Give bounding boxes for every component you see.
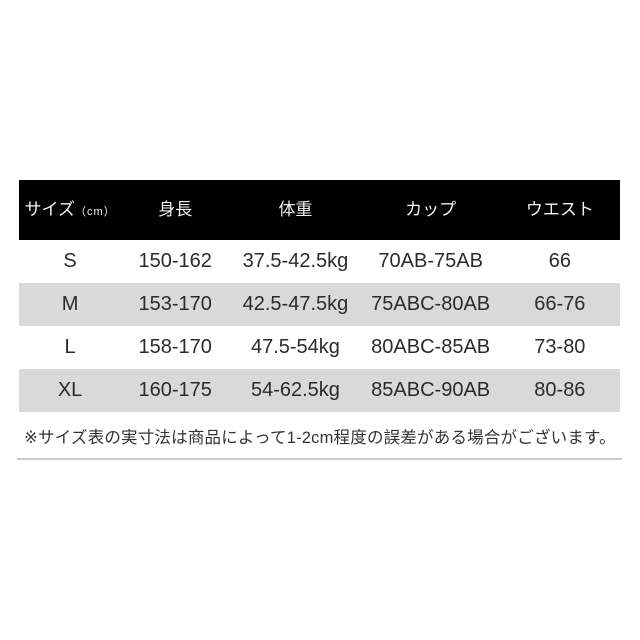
cell-cup: 70AB-75AB — [378, 250, 483, 272]
cell-waist: 80-86 — [534, 379, 586, 401]
header-cell-weight: 体重 — [278, 200, 313, 219]
cell-cup: 85ABC-90AB — [371, 379, 491, 401]
cell-cup: 75ABC-80AB — [371, 293, 491, 315]
cell-size: L — [64, 336, 76, 358]
header-size-label: サイズ — [24, 200, 75, 219]
table-row-s: S 150-162 37.5-42.5kg 70AB-75AB 66 — [19, 240, 620, 283]
table-row-xl: XL 160-175 54-62.5kg 85ABC-90AB 80-86 — [19, 369, 620, 412]
cell-waist: 73-80 — [534, 336, 586, 358]
cell-weight: 37.5-42.5kg — [242, 250, 349, 272]
table-header-row: サイズ（cm） 身長 体重 カップ ウエスト — [19, 180, 620, 240]
cell-height: 153-170 — [138, 293, 212, 315]
cell-height: 150-162 — [138, 250, 212, 272]
cell-size: S — [63, 250, 77, 272]
header-cell-cup: カップ — [405, 200, 457, 219]
cell-weight: 42.5-47.5kg — [242, 293, 349, 315]
size-table: サイズ（cm） 身長 体重 カップ ウエスト S 150-162 37.5-42… — [19, 180, 620, 412]
header-cell-size: サイズ（cm） — [19, 180, 121, 240]
cell-height: 158-170 — [138, 336, 212, 358]
cell-size: XL — [57, 379, 83, 401]
table-row-m: M 153-170 42.5-47.5kg 75ABC-80AB 66-76 — [19, 283, 620, 326]
table-row-l: L 158-170 47.5-54kg 80ABC-85AB 73-80 — [19, 326, 620, 369]
cell-waist: 66-76 — [534, 293, 586, 315]
bottom-divider — [17, 458, 622, 460]
header-cell-waist: ウエスト — [525, 200, 594, 219]
cell-height: 160-175 — [138, 379, 212, 401]
cell-size: M — [61, 293, 79, 315]
size-disclaimer-note: ※サイズ表の実寸法は商品によって1-2cm程度の誤差がある場合がございます。 — [24, 429, 616, 447]
cell-weight: 47.5-54kg — [250, 336, 340, 358]
cell-waist: 66 — [548, 250, 571, 272]
cell-weight: 54-62.5kg — [250, 379, 340, 401]
cell-cup: 80ABC-85AB — [371, 336, 491, 358]
header-cell-height: 身長 — [158, 200, 193, 219]
header-size-unit: （cm） — [74, 206, 116, 218]
